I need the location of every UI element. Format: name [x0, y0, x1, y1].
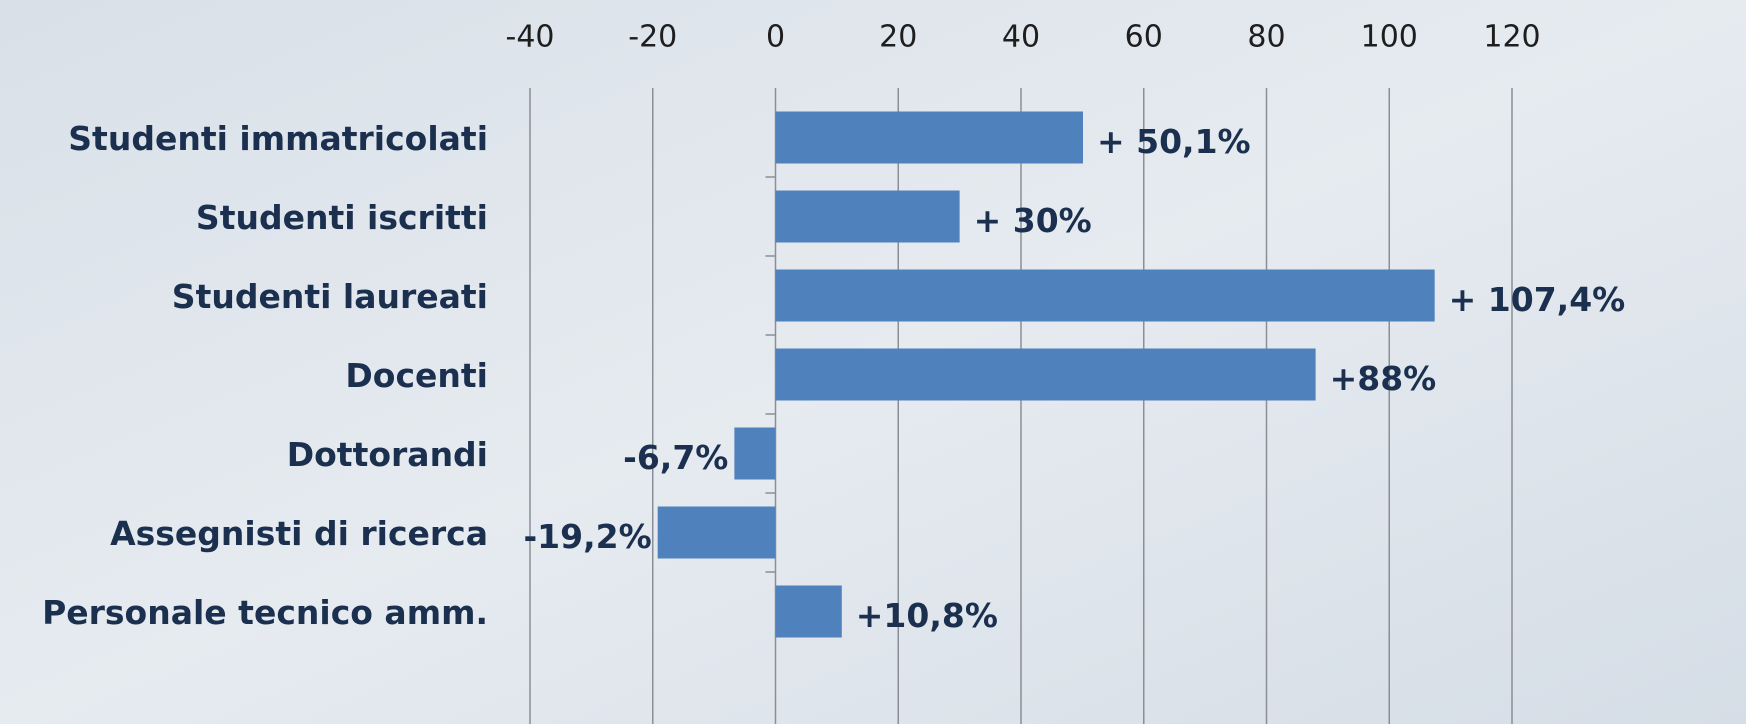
bar	[658, 507, 776, 559]
y-tick-label: Studenti laureati	[172, 277, 488, 316]
y-tick-label: Personale tecnico amm.	[42, 593, 488, 632]
bar	[776, 349, 1316, 401]
data-label: + 107,4%	[1449, 280, 1626, 319]
bar	[776, 112, 1083, 164]
bar	[776, 191, 960, 243]
x-tick-label: 60	[1125, 20, 1163, 55]
data-label: + 30%	[974, 201, 1092, 240]
x-tick-label: 120	[1483, 20, 1540, 55]
x-tick-label: 40	[1002, 20, 1040, 55]
y-tick-label: Studenti immatricolati	[68, 119, 488, 158]
data-label: +10,8%	[856, 596, 998, 635]
y-tick-label: Dottorandi	[287, 435, 488, 474]
x-tick-label: 80	[1247, 20, 1285, 55]
x-tick-label: 0	[766, 20, 785, 55]
bar	[776, 270, 1435, 322]
bar	[734, 428, 775, 480]
x-tick-label: 20	[879, 20, 917, 55]
y-tick-label: Assegnisti di ricerca	[110, 514, 488, 553]
data-label: + 50,1%	[1097, 122, 1251, 161]
chart: -40 -20 0 20 40 60 80 100 120 Studenti immatricol…	[0, 0, 1746, 724]
y-tick-label: Docenti	[345, 356, 488, 395]
x-tick-label: -40	[506, 20, 555, 55]
y-tick-label: Studenti iscritti	[196, 198, 488, 237]
bar	[776, 586, 842, 638]
data-label: -6,7%	[623, 438, 728, 477]
x-tick-label: 100	[1361, 20, 1418, 55]
data-label: -19,2%	[523, 517, 651, 556]
x-tick-label: -20	[628, 20, 677, 55]
data-label: +88%	[1330, 359, 1437, 398]
